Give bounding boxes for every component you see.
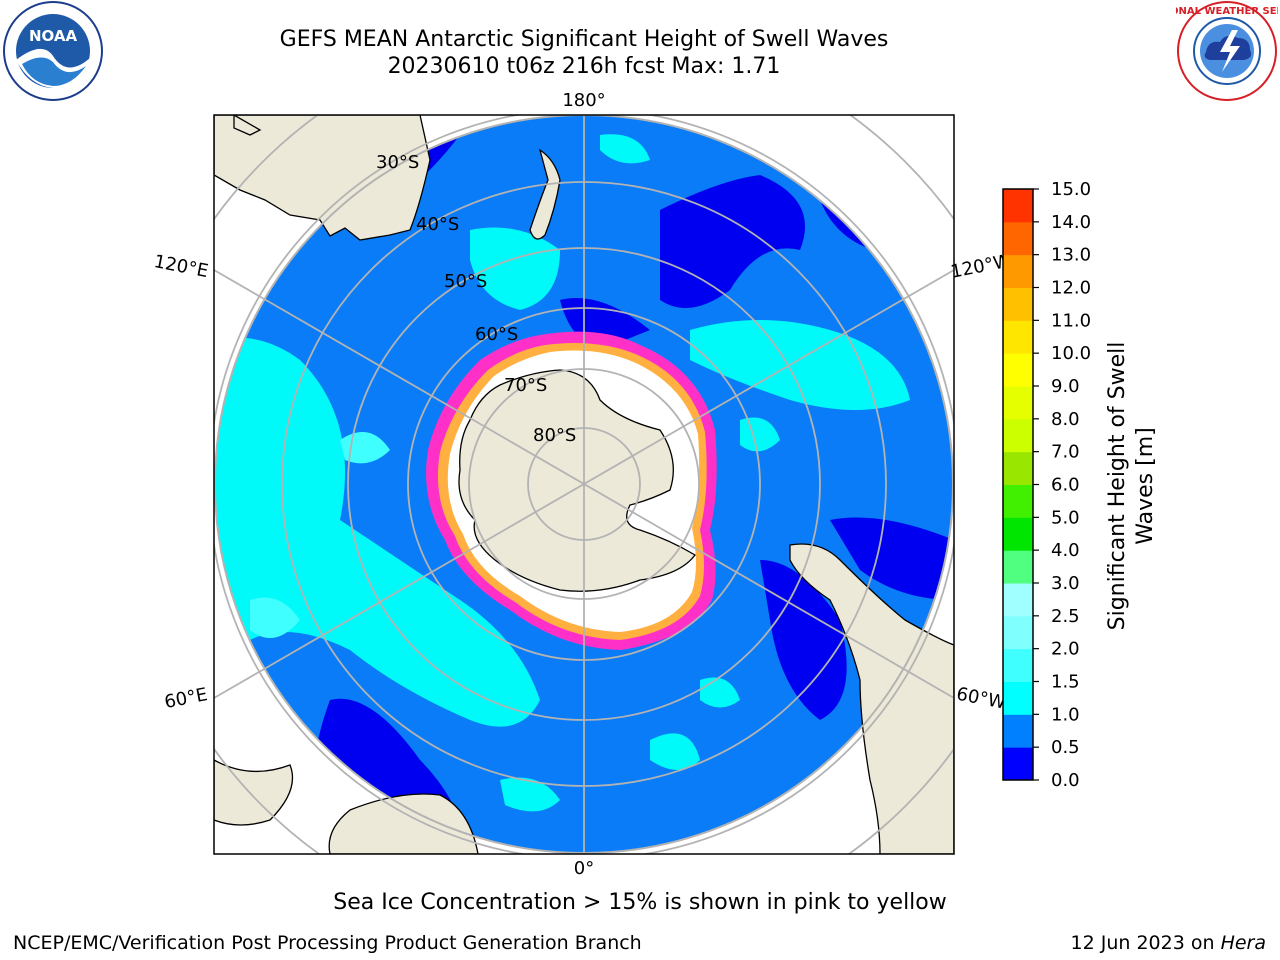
lon-label-180: 180°	[562, 90, 605, 111]
colorbar-tick-label: 10.0	[1051, 343, 1091, 364]
lat-label-70s: 70°S	[504, 375, 547, 396]
colorbar-tick-label: 0.0	[1051, 770, 1080, 791]
lat-label-30s: 30°S	[376, 152, 419, 173]
colorbar-segment	[1003, 254, 1033, 288]
colorbar-segment	[1003, 550, 1033, 584]
colorbar-tick-label: 12.0	[1051, 278, 1091, 299]
colorbar-segment	[1003, 648, 1033, 682]
lon-label-0: 0°	[574, 858, 594, 879]
chart-subtitle: 20230610 t06z 216h fcst Max: 1.71	[387, 54, 781, 79]
colorbar-tick-label: 11.0	[1051, 310, 1091, 331]
colorbar-tick-label: 7.0	[1051, 442, 1080, 463]
globe-boundary	[214, 115, 954, 854]
colorbar-tick-label: 13.0	[1051, 245, 1091, 266]
colorbar: 0.0 0.5 1.0 1.5 2.0 2.5 3.0 4.0 5.0 6.0 7.0 8.0 9.0 1…	[1002, 179, 1091, 791]
colorbar-segment	[1003, 353, 1033, 387]
lon-label-60w: 60°W	[955, 684, 1008, 714]
footer-machine: Hera	[1220, 932, 1266, 954]
map-frame	[213, 114, 955, 855]
noaa-logo-icon: NOAA	[3, 1, 103, 101]
colorbar-tick-label: 3.0	[1051, 573, 1080, 594]
colorbar-segment	[1003, 287, 1033, 321]
footer-date-text: 12 Jun 2023 on	[1070, 932, 1221, 954]
colorbar-tick-label: 5.0	[1051, 507, 1080, 528]
colorbar-tick-label: 0.5	[1051, 737, 1080, 758]
colorbar-segment	[1003, 681, 1033, 715]
colorbar-tick-label: 2.5	[1051, 606, 1080, 627]
colorbar-tick-label: 2.0	[1051, 639, 1080, 660]
colorbar-tick-label: 1.0	[1051, 704, 1080, 725]
colorbar-segment	[1003, 714, 1033, 748]
colorbar-tick-label: 15.0	[1051, 179, 1091, 200]
footer-credit: NCEP/EMC/Verification Post Processing Pr…	[13, 932, 642, 954]
colorbar-segment	[1003, 189, 1033, 223]
latitude-labels: 30°S 40°S 50°S 60°S 70°S 80°S	[376, 152, 576, 446]
nws-logo-icon: NATIONAL WEATHER SERVICE	[1176, 1, 1278, 101]
graticule	[214, 115, 954, 854]
colorbar-segment	[1003, 451, 1033, 485]
lat-label-40s: 40°S	[416, 214, 459, 235]
colorbar-segment	[1003, 517, 1033, 551]
colorbar-tick-label: 14.0	[1051, 212, 1091, 233]
colorbar-segment	[1003, 386, 1033, 420]
colorbar-segment	[1003, 615, 1033, 650]
nws-logo-text: NATIONAL WEATHER SERVICE	[1176, 6, 1278, 17]
colorbar-segment	[1003, 747, 1033, 781]
footer-date: 12 Jun 2023 on Hera	[1071, 932, 1266, 954]
colorbar-segment	[1003, 418, 1033, 453]
colorbar-tick-label: 4.0	[1051, 540, 1080, 561]
colorbar-tick-label: 6.0	[1051, 475, 1080, 496]
colorbar-tick-label: 9.0	[1051, 376, 1080, 397]
colorbar-label-line1: Significant Height of Swell	[1105, 342, 1130, 631]
land-masses	[214, 115, 954, 854]
chart-title: GEFS MEAN Antarctic Significant Height o…	[279, 27, 889, 52]
colorbar-tick-label: 8.0	[1051, 409, 1080, 430]
colorbar-segment	[1003, 583, 1033, 617]
colorbar-label-line2: Waves [m]	[1133, 427, 1158, 544]
colorbar-segment	[1003, 320, 1033, 354]
lon-label-120e: 120°E	[152, 251, 210, 282]
lon-label-60e: 60°E	[163, 684, 209, 713]
lat-label-60s: 60°S	[475, 324, 518, 345]
colorbar-segment	[1003, 484, 1033, 518]
lat-label-80s: 80°S	[533, 425, 576, 446]
sea-ice-caption: Sea Ice Concentration > 15% is shown in …	[333, 890, 947, 915]
colorbar-tick-label: 1.5	[1051, 672, 1080, 693]
lat-label-50s: 50°S	[444, 271, 487, 292]
colorbar-segment	[1003, 221, 1033, 256]
noaa-logo-text: NOAA	[29, 27, 78, 45]
